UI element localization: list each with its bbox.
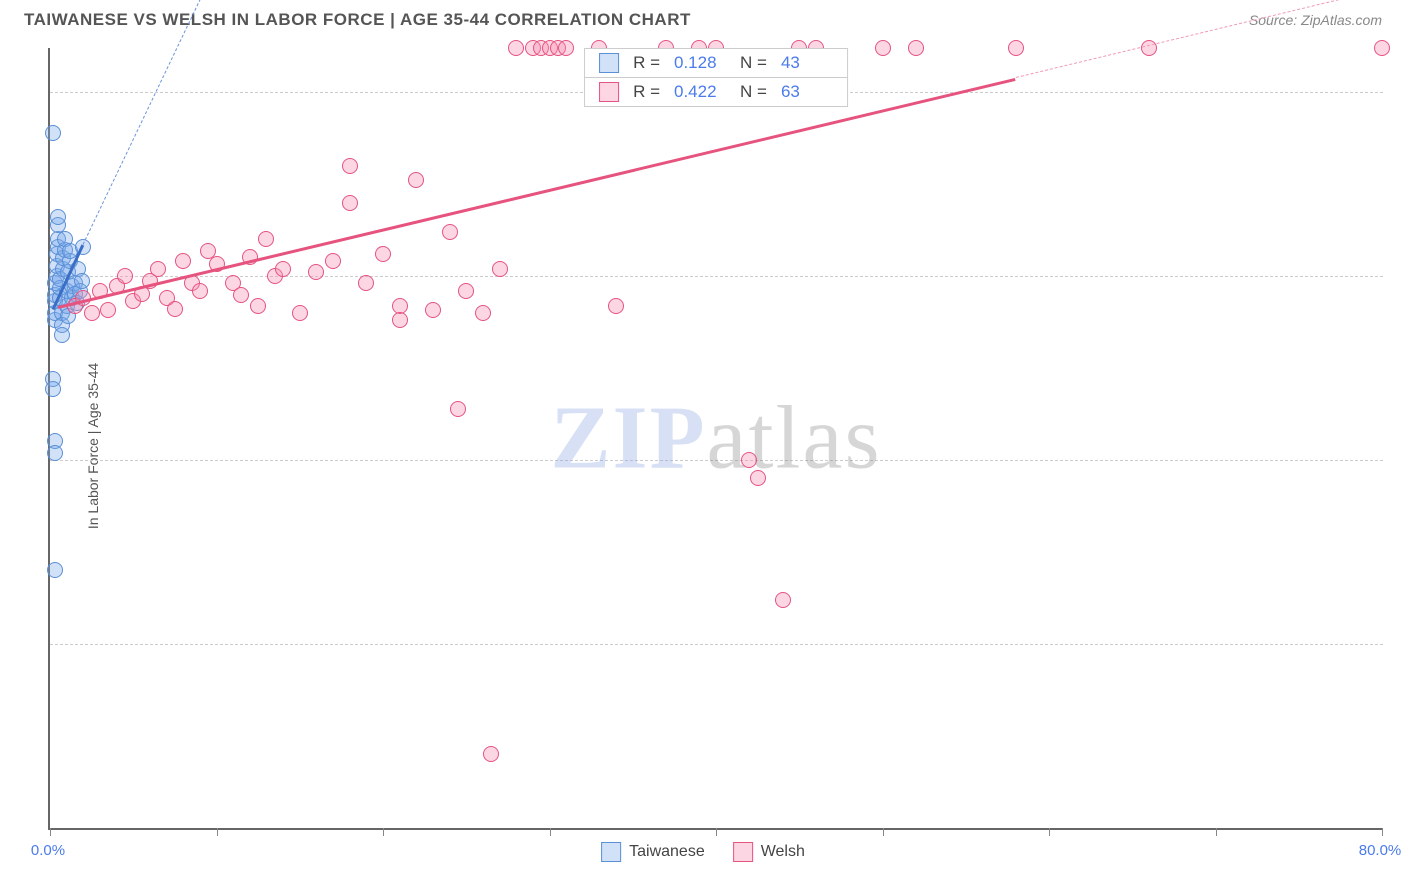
data-point [425,302,441,318]
data-point [908,40,924,56]
data-point [150,261,166,277]
data-point [308,264,324,280]
data-point [483,746,499,762]
data-point [74,273,90,289]
data-point [392,312,408,328]
data-point [100,302,116,318]
r-label: R = [633,53,660,73]
data-point [775,592,791,608]
watermark-zip: ZIP [551,389,707,488]
data-point [45,381,61,397]
watermark: ZIPatlas [551,387,882,490]
n-value: 43 [781,53,833,73]
data-point [608,298,624,314]
chart-title: TAIWANESE VS WELSH IN LABOR FORCE | AGE … [24,10,691,30]
data-point [54,327,70,343]
r-value: 0.422 [674,82,726,102]
data-point [45,125,61,141]
data-point [292,305,308,321]
x-tick [50,828,51,836]
x-tick [1049,828,1050,836]
data-point [508,40,524,56]
data-point [325,253,341,269]
r-label: R = [633,82,660,102]
series-legend-item: Taiwanese [601,842,705,862]
n-label: N = [740,82,767,102]
data-point [47,562,63,578]
data-point [741,452,757,468]
data-point [442,224,458,240]
gridline-h [50,644,1383,645]
data-point [392,298,408,314]
data-point [475,305,491,321]
x-tick-label: 0.0% [31,842,65,859]
series-legend-item: Welsh [733,842,805,862]
gridline-h [50,460,1383,461]
data-point [408,172,424,188]
plot-area: ZIPatlas R =0.128N =43R =0.422N =63 62.5… [48,48,1382,830]
data-point [50,209,66,225]
data-point [117,268,133,284]
n-value: 63 [781,82,833,102]
data-point [175,253,191,269]
legend-swatch [599,82,619,102]
data-point [342,195,358,211]
r-value: 0.128 [674,53,726,73]
data-point [450,401,466,417]
regression-line [58,77,1016,308]
y-tick-label: 87.5% [1392,268,1406,285]
data-point [492,261,508,277]
x-tick [217,828,218,836]
data-point [750,470,766,486]
data-point [250,298,266,314]
legend-swatch [601,842,621,862]
correlation-legend-row: R = 0.128 N = 43 [585,49,847,78]
x-tick [716,828,717,836]
data-point [375,246,391,262]
data-point [167,301,183,317]
data-point [47,445,63,461]
y-tick-label: 62.5% [1392,636,1406,653]
x-tick [550,828,551,836]
data-point [84,305,100,321]
legend-swatch [733,842,753,862]
data-point [342,158,358,174]
data-point [875,40,891,56]
series-legend: Taiwanese Welsh [601,842,805,862]
data-point [358,275,374,291]
data-point [275,261,291,277]
gridline-h [50,276,1383,277]
correlation-legend: R = 0.128 N = 43 R = 0.422 N = 63 [584,48,848,107]
source-attribution: Source: ZipAtlas.com [1249,12,1382,28]
watermark-atlas: atlas [707,389,882,488]
x-tick [1216,828,1217,836]
n-label: N = [740,53,767,73]
correlation-legend-row: R = 0.422 N = 63 [585,78,847,106]
series-legend-label: Taiwanese [629,843,705,861]
plot-wrap: ZIPatlas R =0.128N =43R =0.422N =63 62.5… [48,48,1382,830]
data-point [1008,40,1024,56]
x-tick [883,828,884,836]
data-point [258,231,274,247]
chart-header: TAIWANESE VS WELSH IN LABOR FORCE | AGE … [0,0,1406,38]
data-point [558,40,574,56]
series-legend-label: Welsh [761,843,805,861]
x-tick [1382,828,1383,836]
x-tick-label: 80.0% [1359,842,1402,859]
data-point [192,283,208,299]
data-point [1374,40,1390,56]
data-point [233,287,249,303]
legend-swatch [599,53,619,73]
x-tick [383,828,384,836]
data-point [458,283,474,299]
